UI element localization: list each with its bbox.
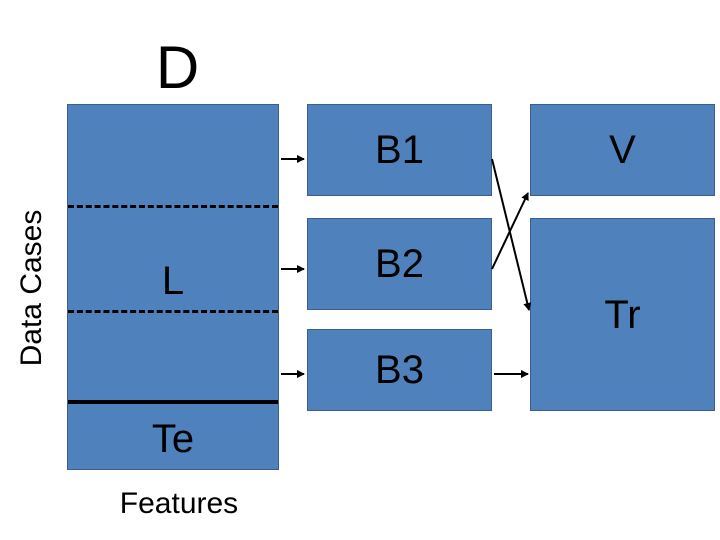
fold-divider-2	[68, 310, 278, 313]
test-divider	[68, 400, 278, 404]
x-axis-label: Features	[119, 487, 239, 520]
arrow-b1-to-tr	[491, 158, 532, 311]
test-set-label: Te	[151, 417, 195, 461]
dataset-title: D	[155, 34, 200, 101]
training-box: Tr	[530, 218, 715, 411]
block-b2: B2	[307, 218, 492, 310]
training-label: Tr	[604, 292, 641, 337]
validation-label: V	[609, 128, 636, 172]
dataset-matrix: L Te	[67, 104, 279, 470]
block-b2-label: B2	[375, 242, 424, 286]
labeled-set-label: L	[161, 259, 185, 303]
block-b3-label: B3	[375, 348, 424, 392]
block-b1: B1	[307, 104, 492, 196]
validation-box: V	[530, 104, 715, 196]
fold-divider-1	[68, 205, 278, 208]
arrow-b2-to-v	[491, 192, 529, 270]
block-b1-label: B1	[375, 128, 424, 172]
block-b3: B3	[307, 329, 492, 411]
